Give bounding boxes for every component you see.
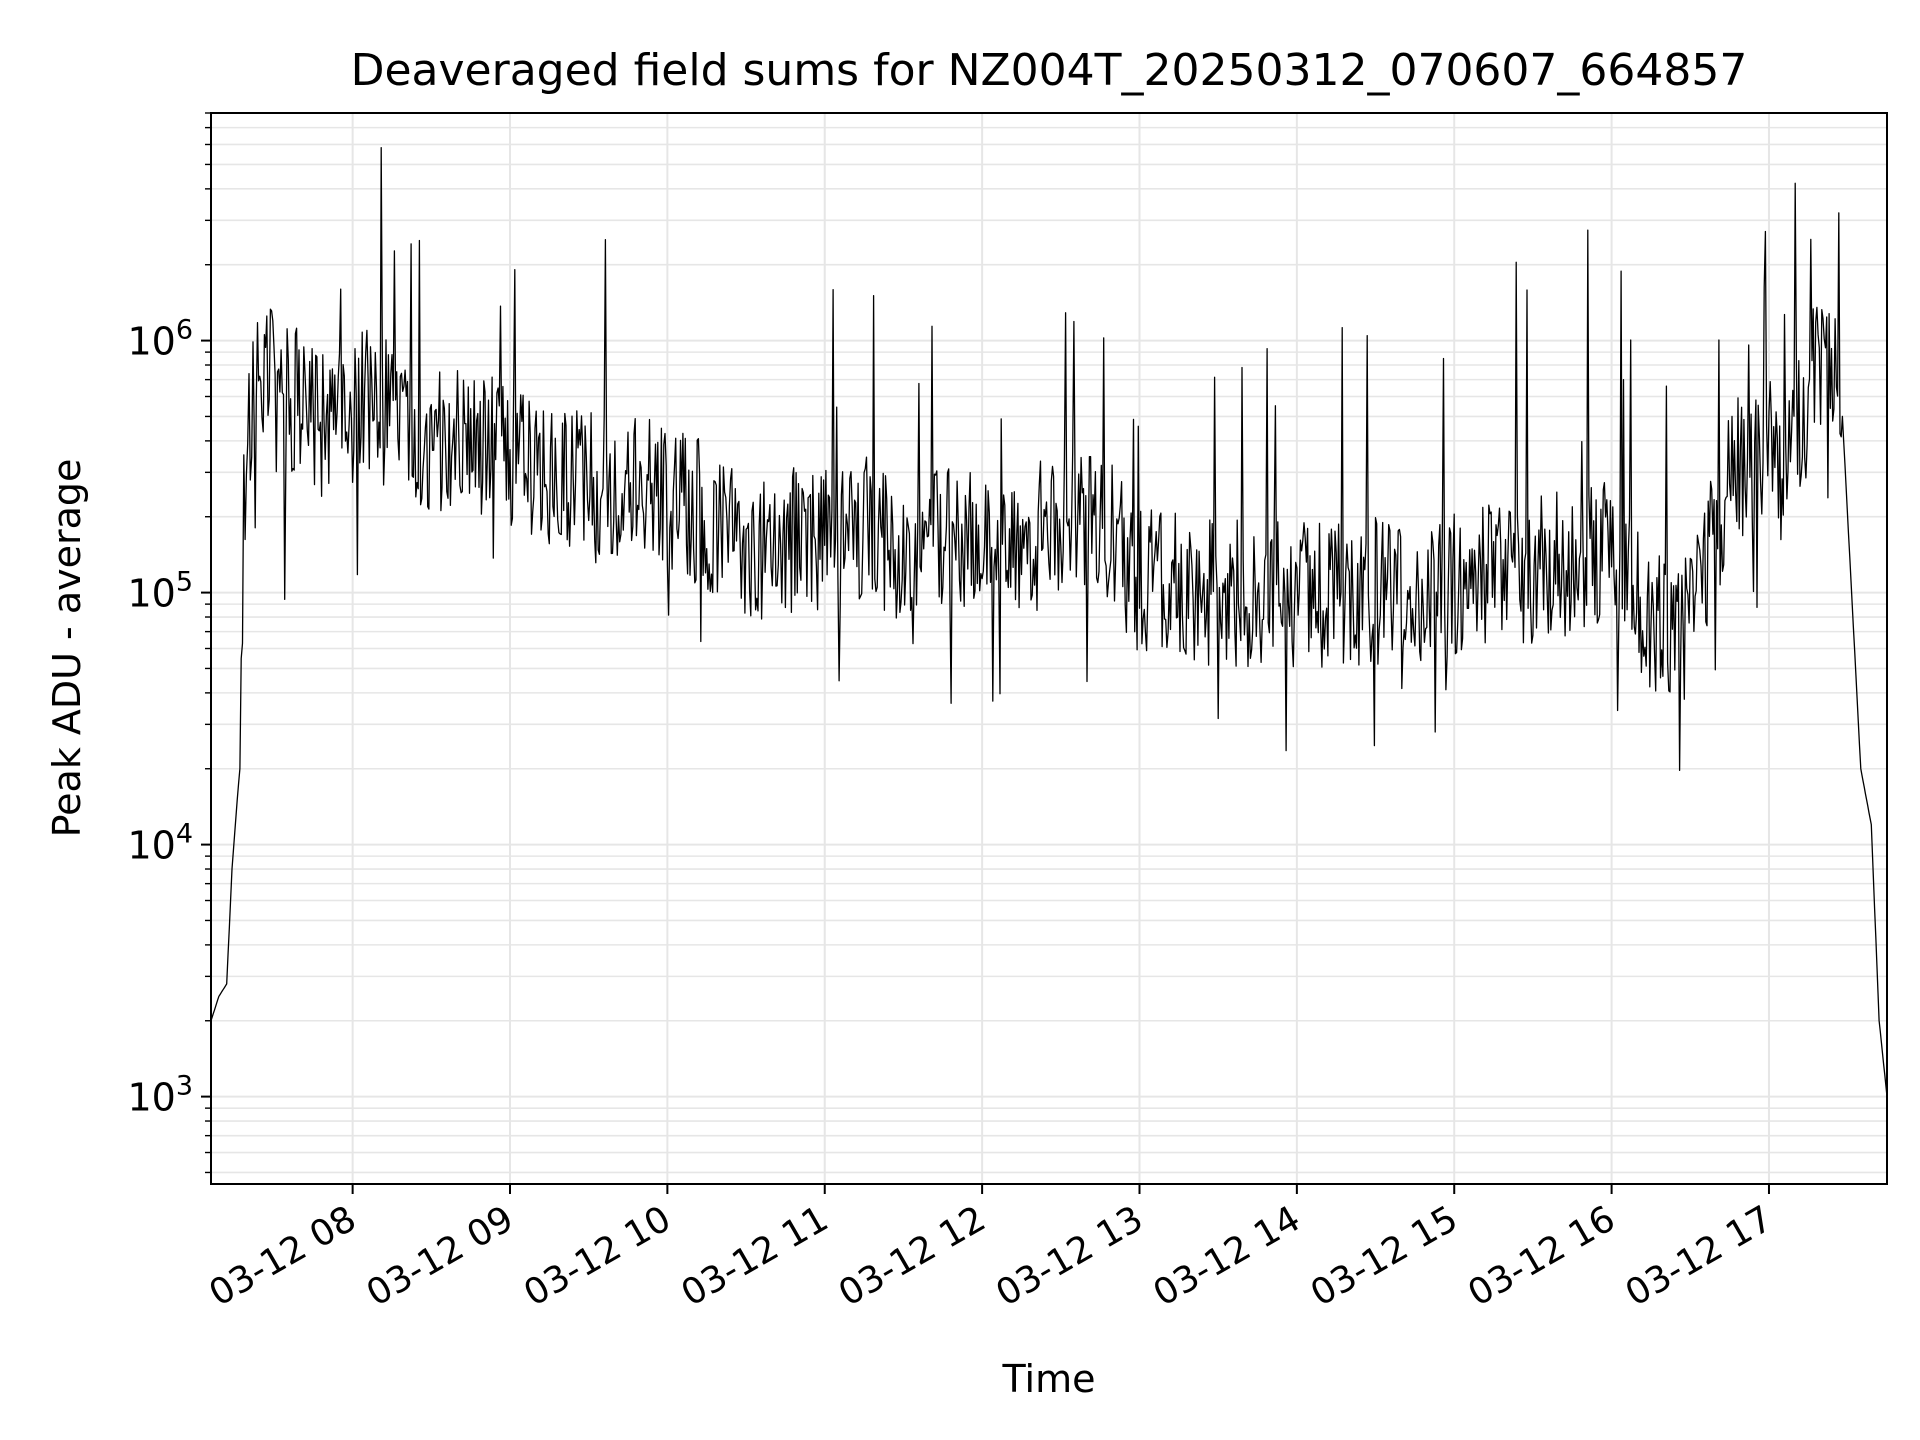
chart-title: Deaveraged field sums for NZ004T_2025031… [351,45,1748,96]
series-line [210,147,1888,1097]
x-axis-label: Time [1002,1357,1096,1401]
y-tick-label: 106 [127,315,193,364]
y-tick-label: 104 [127,819,193,868]
y-tick-label: 103 [127,1071,193,1120]
data-layer [210,147,1888,1097]
y-axis: 103 104 105 106 [127,112,211,1174]
y-tick-label: 105 [127,567,193,616]
grid [211,112,1887,1184]
y-axis-label: Peak ADU - average [45,459,89,838]
